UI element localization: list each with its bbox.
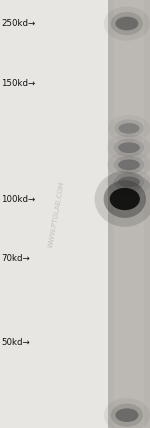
- Ellipse shape: [118, 123, 140, 134]
- Ellipse shape: [108, 115, 150, 142]
- Ellipse shape: [111, 404, 143, 427]
- Text: 150kd→: 150kd→: [2, 79, 36, 88]
- Ellipse shape: [107, 169, 150, 195]
- Ellipse shape: [115, 17, 138, 30]
- Bar: [108, 0, 150, 428]
- Ellipse shape: [107, 134, 150, 161]
- Text: WWW.PTGLAB.COM: WWW.PTGLAB.COM: [48, 180, 66, 248]
- Ellipse shape: [104, 398, 150, 428]
- Text: 250kd→: 250kd→: [2, 19, 36, 28]
- Ellipse shape: [118, 142, 140, 153]
- Ellipse shape: [114, 139, 144, 157]
- Text: 100kd→: 100kd→: [2, 194, 36, 204]
- Ellipse shape: [118, 160, 140, 170]
- Ellipse shape: [110, 188, 140, 210]
- Ellipse shape: [114, 156, 144, 174]
- Ellipse shape: [114, 173, 144, 191]
- Ellipse shape: [118, 176, 140, 187]
- Text: 70kd→: 70kd→: [2, 254, 30, 264]
- Ellipse shape: [104, 180, 146, 218]
- Ellipse shape: [115, 408, 138, 422]
- Ellipse shape: [114, 119, 144, 137]
- Ellipse shape: [104, 6, 150, 41]
- Ellipse shape: [107, 152, 150, 178]
- Ellipse shape: [94, 171, 150, 227]
- Bar: [114, 0, 144, 428]
- Ellipse shape: [111, 12, 143, 35]
- Text: 50kd→: 50kd→: [2, 338, 30, 347]
